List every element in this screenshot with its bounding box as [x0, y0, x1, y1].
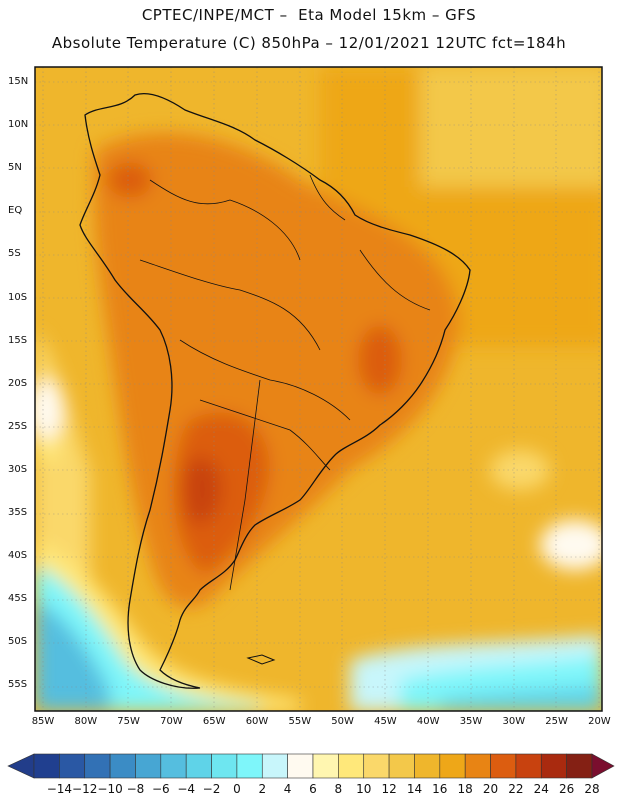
- colorbar-arrow-low: [7, 753, 35, 779]
- south-america-coastline: [79, 93, 471, 689]
- colorbar-label: 24: [533, 782, 549, 796]
- colorbar-swatch: [261, 753, 288, 779]
- lat-label: 45S: [8, 593, 28, 605]
- colorbar-swatch: [84, 753, 111, 779]
- colorbar-label: 12: [381, 782, 397, 796]
- colorbar-swatch: [338, 753, 365, 779]
- colorbar-swatch: [312, 753, 339, 779]
- colorbar-label: 2: [258, 782, 267, 796]
- map-frame: [34, 66, 603, 712]
- colorbar-swatch: [566, 753, 593, 779]
- colorbar-swatch: [464, 753, 491, 779]
- lat-label: 5N: [8, 162, 22, 174]
- colorbar-label: 20: [482, 782, 499, 796]
- colorbar-swatch: [160, 753, 187, 779]
- colorbar-swatch: [185, 753, 212, 779]
- lon-label: 40W: [416, 716, 440, 727]
- lon-label: 45W: [374, 716, 397, 727]
- colorbar-swatch: [59, 753, 86, 779]
- colorbar-swatch: [211, 753, 238, 779]
- colorbar-swatch: [135, 753, 162, 779]
- colorbar-label: −10: [97, 782, 123, 796]
- lat-label: 25S: [8, 420, 28, 432]
- lat-label: 5S: [8, 248, 21, 260]
- colorbar-label: 6: [309, 782, 317, 796]
- colorbar-label: −14: [46, 782, 73, 796]
- lon-label: 65W: [202, 716, 226, 727]
- lon-label: 55W: [288, 716, 312, 727]
- colorbar-label: −6: [151, 782, 170, 796]
- colorbar-label: 8: [334, 782, 343, 796]
- colorbar-swatch: [33, 753, 60, 779]
- lat-label: EQ: [8, 205, 23, 217]
- lon-label: 70W: [160, 716, 183, 727]
- colorbar-label: 16: [432, 782, 448, 796]
- colorbar-swatch: [540, 753, 567, 779]
- lon-label: 35W: [459, 716, 483, 727]
- colorbar: [7, 753, 615, 779]
- lat-label: 20S: [8, 377, 28, 389]
- colorbar-swatch: [236, 753, 263, 779]
- colorbar-label: 0: [233, 782, 241, 796]
- lat-label: 10N: [8, 119, 29, 131]
- country-borders: [139, 174, 431, 591]
- colorbar-label: 18: [457, 782, 473, 796]
- lat-label: 50S: [8, 636, 28, 648]
- temperature-field: [35, 67, 602, 711]
- colorbar-label: −2: [202, 782, 221, 796]
- colorbar-swatch: [414, 753, 441, 779]
- colorbar-swatch: [109, 753, 136, 779]
- colorbar-label: −8: [126, 782, 145, 796]
- lon-label: 60W: [245, 716, 269, 727]
- lon-label: 20W: [588, 716, 611, 727]
- colorbar-label: −12: [72, 782, 98, 796]
- colorbar-label: 10: [356, 782, 372, 796]
- colorbar-label: 4: [283, 782, 292, 796]
- lon-label: 25W: [545, 716, 568, 727]
- lat-label: 30S: [8, 463, 28, 475]
- lon-label: 30W: [502, 716, 526, 727]
- lat-label: 55S: [8, 679, 28, 691]
- colorbar-swatch: [287, 753, 314, 779]
- colorbar-swatch: [490, 753, 517, 779]
- colorbar-swatch: [388, 753, 415, 779]
- colorbar-label: 14: [406, 782, 423, 796]
- lon-label: 80W: [74, 716, 98, 727]
- title-line-1: CPTEC/INPE/MCT – Eta Model 15km – GFS: [141, 6, 477, 24]
- title-line-2: Absolute Temperature (C) 850hPa – 12/01/…: [51, 34, 567, 52]
- colorbar-swatch: [363, 753, 390, 779]
- colorbar-label: 22: [508, 782, 524, 796]
- lat-label: 35S: [8, 507, 28, 518]
- lon-label: 85W: [31, 716, 55, 727]
- lon-label: 50W: [331, 716, 354, 727]
- lat-label: 10S: [8, 291, 28, 303]
- colorbar-label: −4: [177, 782, 196, 796]
- colorbar-label: 28: [584, 782, 600, 796]
- lat-label: 15N: [8, 76, 29, 87]
- lat-label: 15S: [8, 334, 28, 346]
- lon-label: 75W: [117, 716, 140, 727]
- colorbar-swatch: [515, 753, 542, 779]
- lat-label: 40S: [8, 550, 28, 562]
- colorbar-label: 26: [558, 782, 575, 796]
- colorbar-arrow-high: [591, 753, 615, 779]
- colorbar-swatch: [439, 753, 466, 779]
